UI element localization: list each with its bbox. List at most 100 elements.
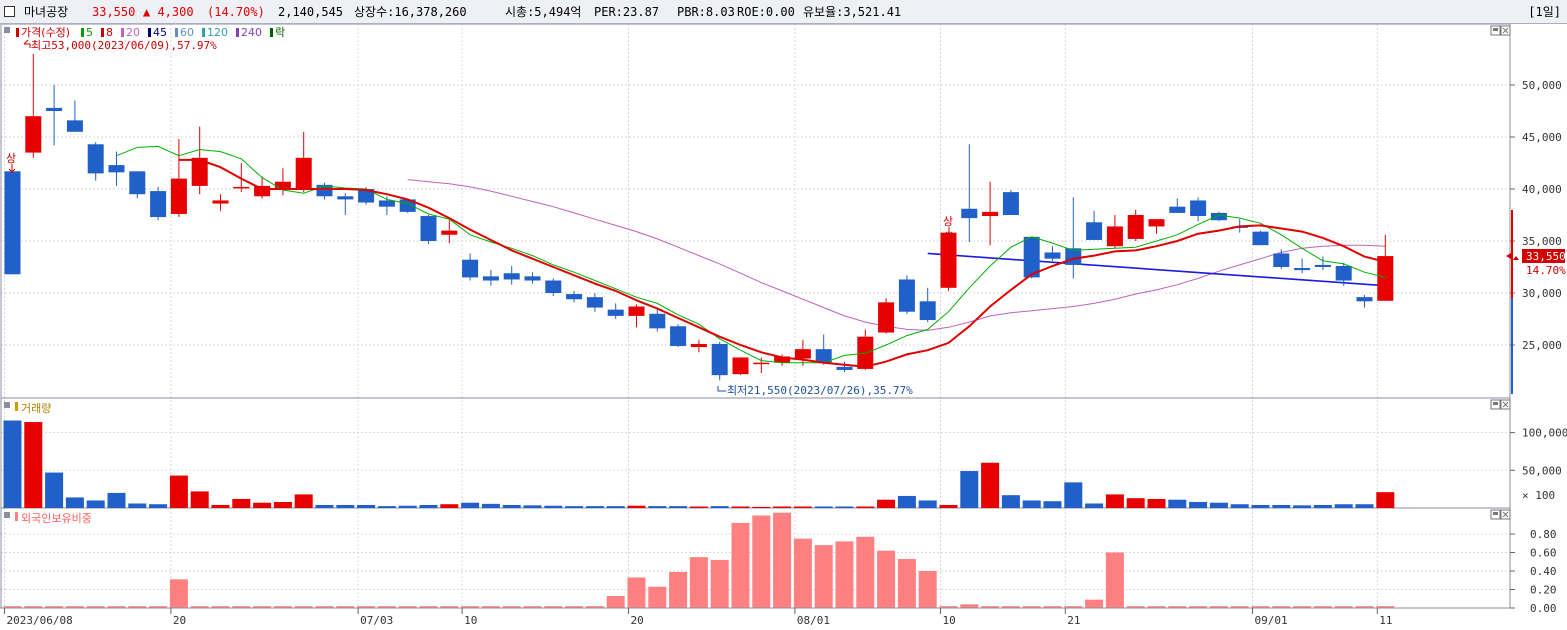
candle-body (1169, 206, 1186, 213)
foreign-ratio-bar (1355, 606, 1374, 608)
volume-bar (689, 506, 708, 508)
volume-bar (1022, 500, 1041, 508)
period-selector[interactable]: [1일] (1528, 5, 1561, 19)
volume-bar (1064, 482, 1083, 508)
candle-body (1044, 252, 1061, 259)
foreign-ratio-bar (1376, 606, 1395, 608)
high-price-note: 최고53,000(2023/06/09),57.97% (31, 39, 217, 52)
arrow-down-icon (8, 164, 16, 173)
panel-handle-icon[interactable] (4, 27, 10, 33)
foreign-ratio-bar (606, 595, 625, 608)
time-tick-label: 2023/06/08 (7, 614, 73, 627)
foreign-ratio-bar (1293, 606, 1312, 608)
price-change: ▲ 4,300 (143, 5, 194, 19)
price-panel-buttons[interactable] (1490, 25, 1511, 36)
candle-body (566, 294, 583, 300)
time-tick-label: 10 (464, 614, 477, 627)
foreign-ratio-bar (1105, 552, 1124, 608)
volume-bar (65, 497, 84, 508)
candle-body (191, 157, 208, 186)
candlesticks (4, 53, 1394, 381)
legend-marker (121, 28, 124, 37)
candle-body (378, 200, 395, 207)
price-legend: 가격(수정) 5 8 20 45 60 120 240 락 (16, 26, 285, 39)
time-tick-label: 11 (1379, 614, 1392, 627)
legend-marker (16, 28, 19, 37)
foreign-ratio-bar (336, 606, 355, 608)
foreign-ratio-bar (273, 606, 292, 608)
foreign-tick-label: 0.60 (1530, 547, 1557, 560)
trend-line[interactable] (927, 252, 1386, 287)
foreign-ratio-bar (1022, 606, 1041, 608)
foreign-ratio-bar (1126, 606, 1145, 608)
foreign-ratio-bar (190, 606, 209, 608)
candle-body (670, 326, 687, 347)
legend-marker (148, 28, 151, 37)
foreign-ratio-bar (648, 586, 667, 608)
arrow-up-icon (717, 386, 726, 392)
foreign-panel-buttons[interactable] (1490, 509, 1511, 520)
candle-body (337, 196, 354, 200)
select-checkbox[interactable] (4, 6, 15, 17)
foreign-ratio-bar (1334, 606, 1353, 608)
foreign-ratio-bar (752, 515, 771, 608)
stock-name[interactable]: 마녀공장 (24, 5, 69, 19)
current-price-pointer-icon (1506, 253, 1511, 259)
foreign-ratio-bar (523, 606, 542, 608)
stock-info-bar: 마녀공장 33,550 ▲ 4,300 (14.70%) 2,140,545 상… (0, 0, 1567, 24)
pbr-value: PBR:8.03 (677, 5, 735, 19)
foreign-ratio-bar (65, 606, 84, 608)
ma5-line (116, 145, 1386, 364)
candle-body (4, 171, 21, 275)
volume-bar (1147, 498, 1166, 508)
foreign-ratio-bar (1209, 606, 1228, 608)
legend-marker (202, 28, 205, 37)
price-tick-label: 35,000 (1522, 235, 1562, 248)
candle-body (358, 189, 375, 203)
foreign-ratio-bar (294, 606, 313, 608)
legend-label: 60 (180, 26, 194, 39)
foreign-ratio-bar (107, 606, 126, 608)
foreign-ratio-bar (544, 606, 563, 608)
candle-body (1377, 256, 1394, 301)
price-range-bar (1511, 210, 1513, 298)
volume-panel-title: 거래량 (21, 402, 51, 415)
reserve-ratio: 유보율:3,521.41 (803, 5, 902, 19)
time-tick-label: 10 (943, 614, 956, 627)
arrow-down-icon-2 (945, 227, 953, 236)
volume-panel-handle-icon[interactable] (4, 402, 10, 408)
candle-body (607, 309, 624, 316)
candle-body (170, 178, 187, 214)
volume-panel-buttons[interactable] (1490, 399, 1511, 410)
candle-body (274, 181, 291, 188)
candle-body (254, 185, 271, 197)
foreign-ratio-bar (1001, 606, 1020, 608)
volume-bar (606, 506, 625, 508)
volume-bar (1105, 494, 1124, 508)
volume-bar (461, 502, 480, 508)
candle-body (1127, 215, 1144, 239)
candle-body (1002, 192, 1019, 215)
volume-bar (1001, 495, 1020, 508)
stock-chart[interactable]: 50,000 45,000 40,000 35,000 30,000 25,000 100,… (0, 24, 1567, 630)
foreign-tick-label: 0.80 (1530, 528, 1557, 541)
legend-label: 가격(수정) (21, 26, 70, 39)
volume-bar (377, 506, 396, 508)
price-tick-label: 30,000 (1522, 287, 1562, 300)
market-cap: 시총:5,494억 (505, 5, 582, 19)
volume-bar (502, 504, 521, 508)
foreign-ratio-bar (877, 550, 896, 608)
foreign-ratio-bar (45, 606, 64, 608)
current-price-tag-text: 33,550 (1526, 250, 1566, 263)
legend-marker (270, 28, 273, 37)
foreign-panel-handle-icon[interactable] (4, 512, 10, 518)
volume-bar (897, 495, 916, 508)
volume-unit: × 100 (1522, 489, 1555, 502)
volume-bar (1230, 504, 1249, 508)
current-price-tag (1522, 249, 1565, 263)
current-price: 33,550 (92, 5, 136, 19)
x-axis-labels: 2023/06/08 20 07/03 10 20 08/01 10 21 09/01 11 (4, 608, 1393, 627)
candle-body (586, 297, 603, 308)
volume-bar (232, 498, 251, 508)
candle-body (940, 232, 957, 288)
